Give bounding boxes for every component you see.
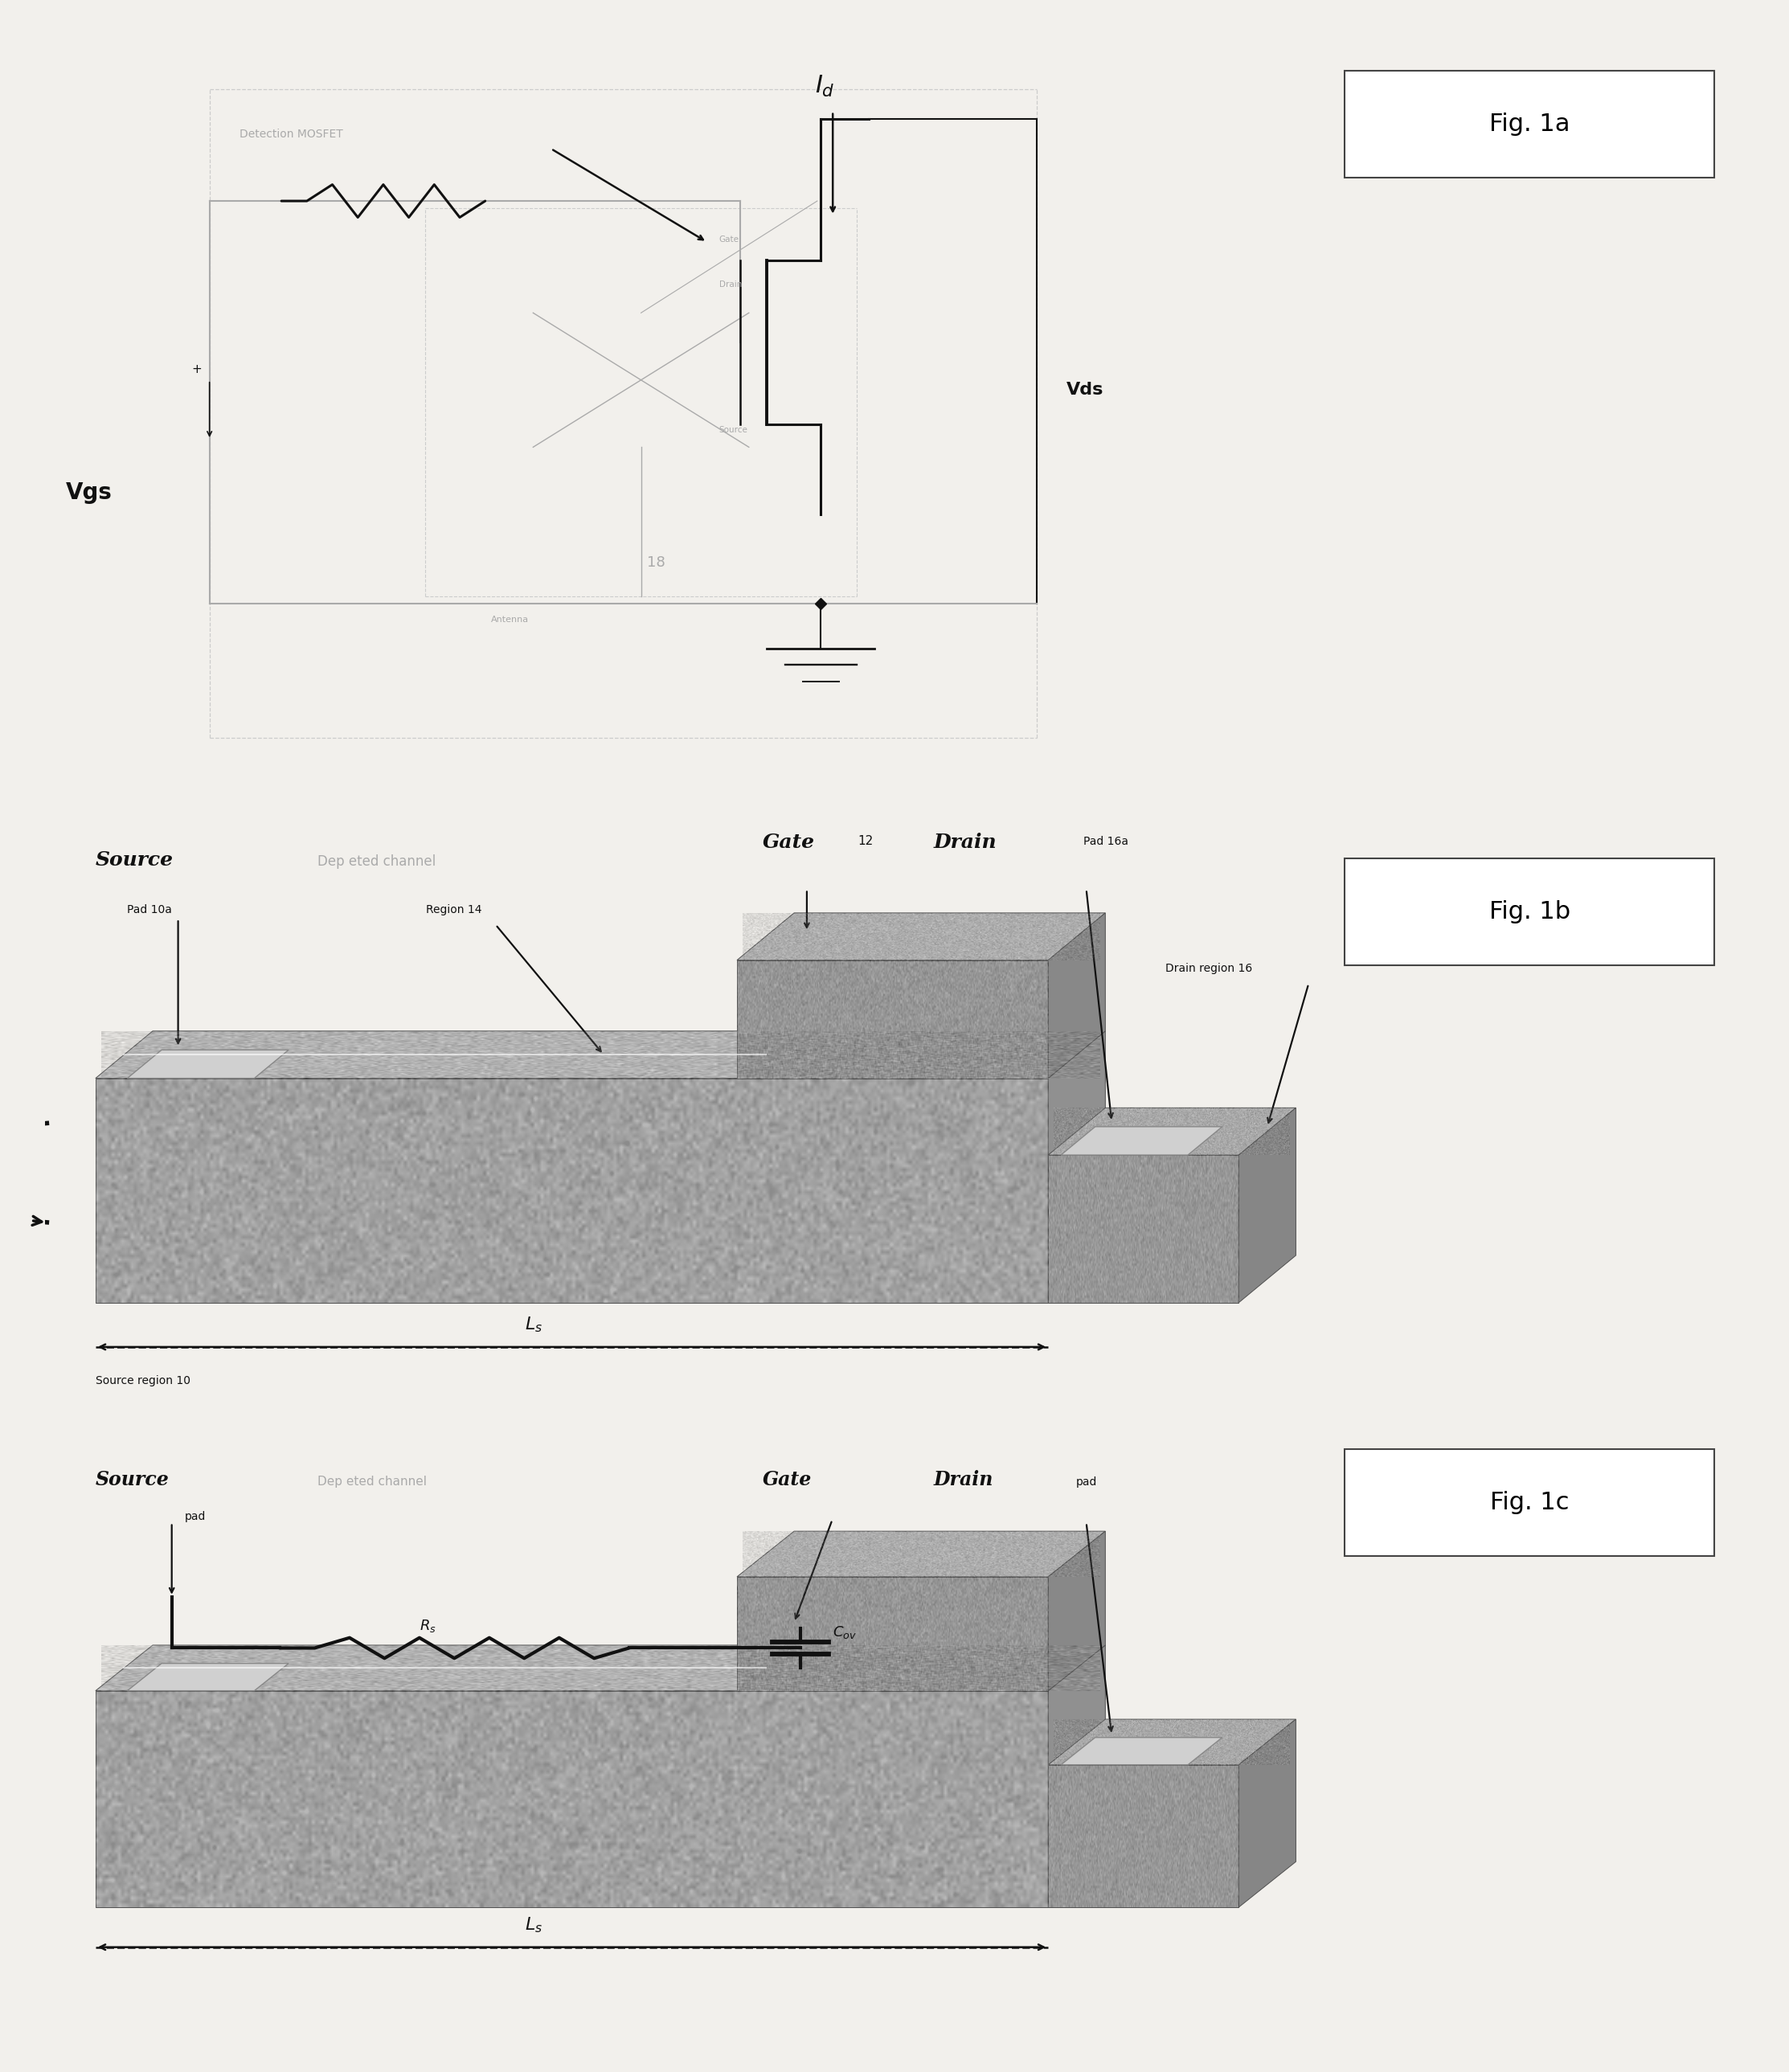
Text: Gate: Gate xyxy=(762,833,814,852)
Text: 18: 18 xyxy=(648,555,666,570)
Text: Source: Source xyxy=(719,425,748,433)
Text: Pad 16a: Pad 16a xyxy=(1084,837,1129,847)
Polygon shape xyxy=(127,1051,288,1077)
Polygon shape xyxy=(95,1691,1048,1906)
Text: $C_{ov}$: $C_{ov}$ xyxy=(832,1624,857,1641)
Text: +: + xyxy=(191,363,202,375)
Text: Gate: Gate xyxy=(719,236,739,244)
Polygon shape xyxy=(737,1577,1048,1691)
Text: Drain: Drain xyxy=(934,1471,993,1490)
Polygon shape xyxy=(1061,1738,1222,1765)
Polygon shape xyxy=(1061,1127,1222,1154)
Text: Vgs: Vgs xyxy=(66,481,113,503)
Text: Detection MOSFET: Detection MOSFET xyxy=(240,128,343,141)
FancyBboxPatch shape xyxy=(1345,1448,1714,1556)
Text: Source region 10: Source region 10 xyxy=(95,1376,190,1386)
Polygon shape xyxy=(737,914,1106,959)
Text: $I_d$: $I_d$ xyxy=(814,73,835,99)
Text: 12: 12 xyxy=(857,835,873,847)
Text: Pad 10a: Pad 10a xyxy=(127,903,172,916)
Polygon shape xyxy=(737,1531,1106,1577)
Polygon shape xyxy=(1048,1765,1238,1906)
Polygon shape xyxy=(1048,1032,1106,1303)
Text: $L_s$: $L_s$ xyxy=(524,1917,542,1935)
Text: Gate: Gate xyxy=(762,1471,812,1490)
Polygon shape xyxy=(1238,1109,1295,1303)
Text: Vds: Vds xyxy=(1066,381,1104,398)
Text: $R_s$: $R_s$ xyxy=(419,1618,437,1635)
Text: Dep eted channel: Dep eted channel xyxy=(318,854,437,868)
Text: Dep eted channel: Dep eted channel xyxy=(318,1475,428,1488)
Polygon shape xyxy=(1048,1154,1238,1303)
FancyBboxPatch shape xyxy=(1345,858,1714,966)
Text: Drain region 16: Drain region 16 xyxy=(1165,963,1252,974)
Text: Fig. 1c: Fig. 1c xyxy=(1490,1490,1569,1515)
Text: pad: pad xyxy=(1077,1477,1097,1488)
Text: Fig. 1b: Fig. 1b xyxy=(1488,899,1571,924)
Text: Source: Source xyxy=(95,850,174,870)
Text: Antenna: Antenna xyxy=(492,615,530,624)
Polygon shape xyxy=(1048,1531,1106,1691)
Polygon shape xyxy=(95,1077,1048,1303)
Text: Source: Source xyxy=(95,1471,170,1490)
Text: $L_s$: $L_s$ xyxy=(524,1316,542,1334)
Polygon shape xyxy=(1048,1645,1106,1906)
Polygon shape xyxy=(1048,914,1106,1077)
Text: Drain: Drain xyxy=(719,280,742,288)
Polygon shape xyxy=(127,1664,288,1691)
Polygon shape xyxy=(1238,1720,1295,1906)
Polygon shape xyxy=(1048,1109,1295,1154)
Text: Drain: Drain xyxy=(934,833,996,852)
Text: Region 14: Region 14 xyxy=(426,903,481,916)
Polygon shape xyxy=(737,959,1048,1077)
Text: pad: pad xyxy=(184,1510,206,1523)
Polygon shape xyxy=(1048,1720,1295,1765)
Polygon shape xyxy=(95,1645,1106,1691)
FancyBboxPatch shape xyxy=(1345,70,1714,178)
Text: Fig. 1a: Fig. 1a xyxy=(1488,112,1571,137)
Polygon shape xyxy=(95,1032,1106,1077)
